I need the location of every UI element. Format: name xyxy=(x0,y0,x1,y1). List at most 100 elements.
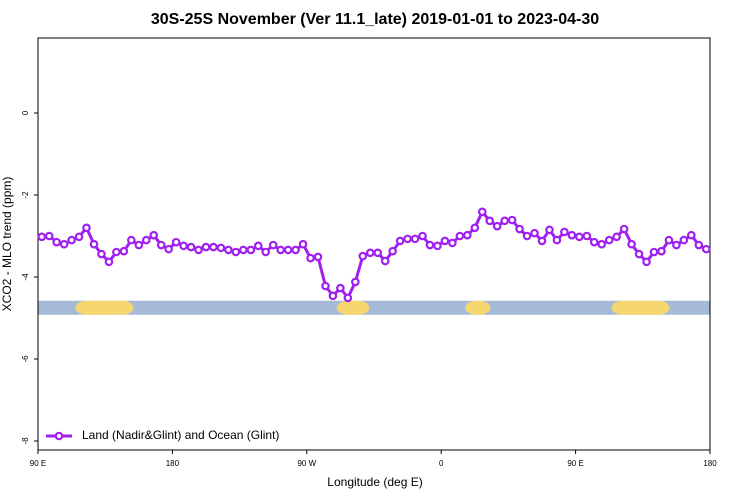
data-point xyxy=(209,242,218,252)
land-segment xyxy=(336,300,370,315)
land-segment xyxy=(75,300,134,315)
ocean-bar xyxy=(38,300,710,315)
data-point xyxy=(89,239,99,249)
data-point xyxy=(612,232,621,242)
data-point xyxy=(440,236,450,246)
data-point xyxy=(373,248,383,258)
data-point xyxy=(216,243,226,253)
data-point xyxy=(186,242,196,252)
data-point xyxy=(634,249,644,259)
data-point xyxy=(104,257,114,267)
data-point xyxy=(201,242,211,252)
legend-label: Land (Nadir&Glint) and Ocean (Glint) xyxy=(82,428,279,442)
data-point xyxy=(156,240,166,250)
data-point xyxy=(44,231,54,241)
data-point xyxy=(141,235,151,245)
data-point xyxy=(687,230,696,240)
y-tick-label: -8 xyxy=(21,437,30,445)
data-point xyxy=(642,257,651,267)
data-point xyxy=(410,234,420,244)
x-tick-label: 90 E xyxy=(30,459,46,468)
data-point xyxy=(268,240,278,250)
data-point xyxy=(575,232,584,242)
data-point xyxy=(351,277,360,287)
y-axis-label: XCO2 - MLO trend (ppm) xyxy=(0,177,14,312)
data-point xyxy=(336,283,345,293)
data-point xyxy=(224,245,233,255)
data-point xyxy=(403,234,412,244)
data-point xyxy=(112,247,121,257)
data-point xyxy=(589,237,599,247)
plot-frame xyxy=(37,37,711,451)
data-point xyxy=(59,239,69,249)
data-point xyxy=(582,231,592,241)
data-point xyxy=(380,256,390,266)
data-point xyxy=(470,223,480,233)
data-point xyxy=(276,245,285,255)
data-point xyxy=(455,231,465,241)
data-point xyxy=(545,225,554,235)
data-point xyxy=(672,240,681,250)
data-point xyxy=(306,253,315,263)
data-point xyxy=(321,281,330,291)
data-point xyxy=(701,244,711,254)
data-point xyxy=(328,291,338,301)
data-point xyxy=(507,215,517,225)
land-segment xyxy=(465,300,491,315)
data-point xyxy=(477,207,487,217)
data-point xyxy=(291,245,300,255)
data-point xyxy=(119,246,129,256)
data-point xyxy=(604,235,614,245)
data-point xyxy=(694,240,704,250)
x-tick-label: 90 W xyxy=(297,459,316,468)
data-point xyxy=(649,247,659,257)
x-axis-label: Longitude (deg E) xyxy=(327,475,422,489)
data-point xyxy=(149,230,159,240)
chart-title: 30S-25S November (Ver 11.1_late) 2019-01… xyxy=(151,11,599,28)
data-point xyxy=(179,241,188,251)
y-tick-label: -2 xyxy=(21,191,30,199)
data-point xyxy=(567,230,577,240)
data-point xyxy=(358,251,368,261)
data-point xyxy=(194,245,203,255)
legend-marker xyxy=(54,431,64,441)
data-point xyxy=(37,232,47,242)
data-point xyxy=(67,235,76,245)
data-point xyxy=(74,232,84,242)
data-point xyxy=(82,223,91,233)
land-segment xyxy=(611,300,670,315)
data-point xyxy=(552,235,562,245)
data-point xyxy=(395,236,405,246)
data-point xyxy=(52,237,61,247)
data-point xyxy=(679,235,689,245)
data-point xyxy=(530,228,539,238)
y-tick-label: -6 xyxy=(21,355,30,363)
data-point xyxy=(388,246,397,256)
data-point xyxy=(418,231,427,241)
data-point xyxy=(619,224,629,234)
data-point xyxy=(448,238,457,248)
data-point xyxy=(164,244,173,254)
data-point xyxy=(492,221,502,231)
x-tick-label: 0 xyxy=(439,459,444,468)
data-point xyxy=(97,249,106,259)
data-point xyxy=(537,236,547,246)
data-point xyxy=(515,224,524,234)
data-point xyxy=(246,245,256,255)
data-point xyxy=(261,247,271,257)
data-point xyxy=(127,235,136,245)
data-point xyxy=(298,239,308,249)
data-point xyxy=(597,239,607,249)
y-tick-label: -4 xyxy=(21,273,30,281)
data-point xyxy=(425,240,435,250)
data-point xyxy=(500,216,509,226)
data-point xyxy=(627,239,636,249)
data-point xyxy=(343,293,353,303)
y-tick-label: 0 xyxy=(21,110,30,115)
x-tick-label: 90 E xyxy=(567,459,583,468)
data-point xyxy=(433,241,442,251)
data-point xyxy=(231,247,241,257)
data-point xyxy=(560,227,569,237)
